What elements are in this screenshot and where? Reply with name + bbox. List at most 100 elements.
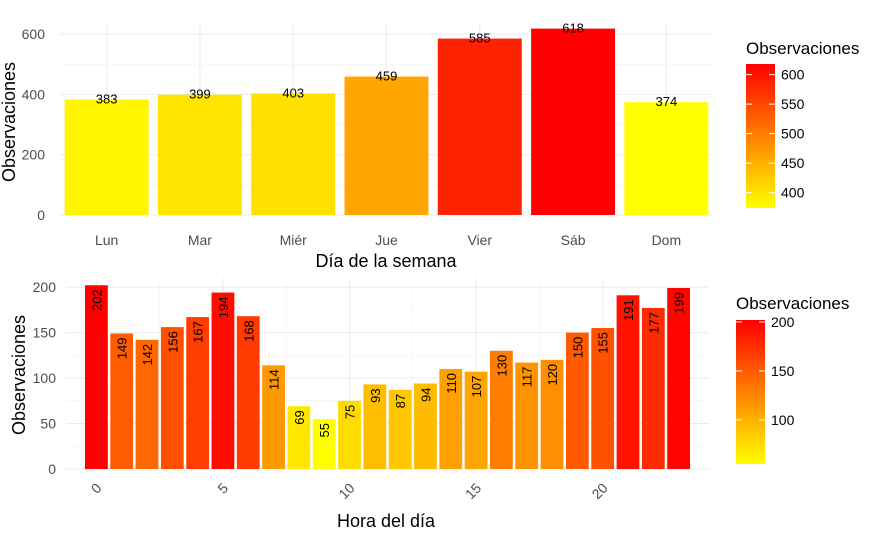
hour-data-label: 199 — [672, 292, 687, 314]
weekday-data-label: 374 — [656, 94, 678, 109]
hour-bar — [414, 383, 437, 469]
hour-y-tick-label: 100 — [33, 370, 57, 386]
hour-bar — [160, 327, 184, 469]
hour-data-label: 142 — [140, 344, 155, 366]
hour-legend-title: Observaciones — [736, 294, 849, 313]
hour-x-tick-label: 0 — [88, 480, 105, 497]
weekday-x-tick-label: Mar — [188, 232, 212, 248]
hour-bar — [312, 418, 336, 469]
hour-y-tick-label: 150 — [33, 325, 57, 341]
weekday-legend-ticks: 400 450 500 550 600 — [746, 67, 805, 201]
weekday-legend-title: Observaciones — [746, 39, 859, 58]
hour-data-label: 75 — [343, 405, 358, 419]
hour-data-labels: 202 149 142 156 167 194 168 114 69 55 75 93 87 94 110 1… — [89, 289, 686, 437]
hour-chart: 202 149 142 156 167 194 168 114 69 55 75 93 87 94 110 1… — [9, 278, 849, 531]
hour-bars — [84, 285, 691, 469]
hour-bar — [439, 368, 463, 469]
hour-data-label: 114 — [267, 369, 282, 390]
weekday-bar — [344, 76, 429, 215]
hour-data-label: 130 — [494, 355, 509, 377]
weekday-legend-tick-label: 500 — [781, 126, 805, 142]
hour-data-label: 55 — [317, 423, 332, 437]
hour-bar — [186, 317, 210, 469]
weekday-x-tick-label: Lun — [95, 232, 118, 248]
weekday-x-axis-title: Día de la semana — [315, 251, 457, 271]
hour-bar — [363, 384, 387, 469]
weekday-y-tick-label: 0 — [37, 207, 45, 223]
weekday-y-ticks: 0 200 400 600 — [22, 26, 46, 223]
weekday-data-label: 403 — [282, 85, 304, 100]
weekday-y-tick-label: 600 — [22, 26, 46, 42]
hour-x-axis-title: Hora del día — [337, 511, 436, 531]
hour-x-tick-label: 15 — [462, 480, 484, 502]
weekday-legend: Observaciones 400 450 500 550 600 — [746, 39, 859, 208]
hour-y-ticks: 0 50 100 150 200 — [33, 279, 57, 477]
hour-x-ticks: 0 5 10 15 20 — [88, 480, 611, 502]
hour-bar — [287, 406, 311, 469]
hour-bar — [667, 288, 691, 469]
weekday-x-tick-label: Dom — [652, 232, 682, 248]
weekday-x-tick-label: Vier — [467, 232, 492, 248]
hour-legend: Observaciones 100 150 200 — [736, 294, 849, 464]
hour-data-label: 93 — [368, 388, 383, 402]
weekday-legend-tick-label: 400 — [781, 185, 805, 201]
weekday-x-tick-label: Sáb — [561, 232, 586, 248]
weekday-data-label: 585 — [469, 31, 491, 46]
hour-bar — [591, 328, 615, 469]
hour-bar — [262, 365, 285, 469]
hour-bar — [338, 400, 361, 469]
hour-bar — [616, 295, 640, 469]
hour-data-label: 167 — [191, 321, 206, 343]
weekday-chart: 383 399 403 459 585 618 374 0 200 400 600 Lun Mar M… — [0, 21, 859, 271]
hour-data-label: 168 — [241, 320, 256, 342]
weekday-legend-tick-label: 550 — [781, 96, 805, 112]
hour-data-label: 117 — [520, 367, 535, 388]
hour-data-label: 87 — [393, 394, 408, 408]
weekday-x-tick-label: Jue — [375, 232, 398, 248]
hour-bar — [84, 285, 108, 469]
hour-legend-colorbar — [736, 320, 765, 464]
weekday-y-axis-title: Observaciones — [0, 62, 19, 182]
weekday-x-tick-label: Miér — [280, 232, 308, 248]
weekday-bar — [64, 99, 149, 215]
weekday-legend-tick-label: 450 — [781, 155, 805, 171]
hour-bar — [211, 292, 235, 469]
hour-bar — [236, 316, 260, 469]
hour-data-label: 191 — [621, 299, 636, 321]
hour-data-label: 150 — [570, 337, 585, 359]
weekday-data-label: 459 — [376, 69, 398, 84]
weekday-bar — [437, 38, 522, 215]
hour-legend-tick-label: 150 — [771, 363, 795, 379]
hour-data-label: 202 — [89, 289, 104, 311]
hour-data-label: 155 — [596, 332, 611, 354]
hour-data-label: 94 — [418, 388, 433, 402]
weekday-data-label: 399 — [189, 87, 211, 102]
hour-x-tick-label: 10 — [335, 480, 357, 502]
hour-bar — [464, 371, 488, 469]
hour-bar — [565, 332, 589, 469]
weekday-bar — [251, 93, 336, 215]
hour-bar — [515, 362, 539, 469]
hour-bar — [540, 359, 564, 469]
hour-x-tick-label: 5 — [214, 480, 231, 497]
weekday-bar — [531, 28, 616, 216]
hour-y-tick-label: 0 — [48, 461, 56, 477]
hour-bar — [388, 389, 412, 469]
weekday-y-tick-label: 200 — [22, 147, 46, 163]
hour-y-axis-title: Observaciones — [9, 315, 29, 435]
weekday-x-ticks: Lun Mar Miér Jue Vier Sáb Dom — [95, 232, 681, 248]
hour-data-label: 156 — [165, 331, 180, 353]
hour-legend-tick-label: 200 — [771, 314, 795, 330]
hour-data-label: 194 — [216, 297, 231, 319]
hour-bar — [490, 350, 513, 469]
hour-data-label: 107 — [469, 376, 484, 398]
hour-legend-ticks: 100 150 200 — [736, 314, 795, 428]
weekday-data-label: 383 — [96, 92, 118, 107]
weekday-bar — [624, 102, 709, 215]
weekday-legend-colorbar — [746, 64, 775, 208]
hour-y-tick-label: 50 — [40, 416, 56, 432]
weekday-legend-tick-label: 600 — [781, 67, 805, 83]
weekday-data-labels: 383 399 403 459 585 618 374 — [96, 21, 677, 110]
hour-data-label: 120 — [545, 364, 560, 386]
hour-legend-tick-label: 100 — [771, 412, 795, 428]
